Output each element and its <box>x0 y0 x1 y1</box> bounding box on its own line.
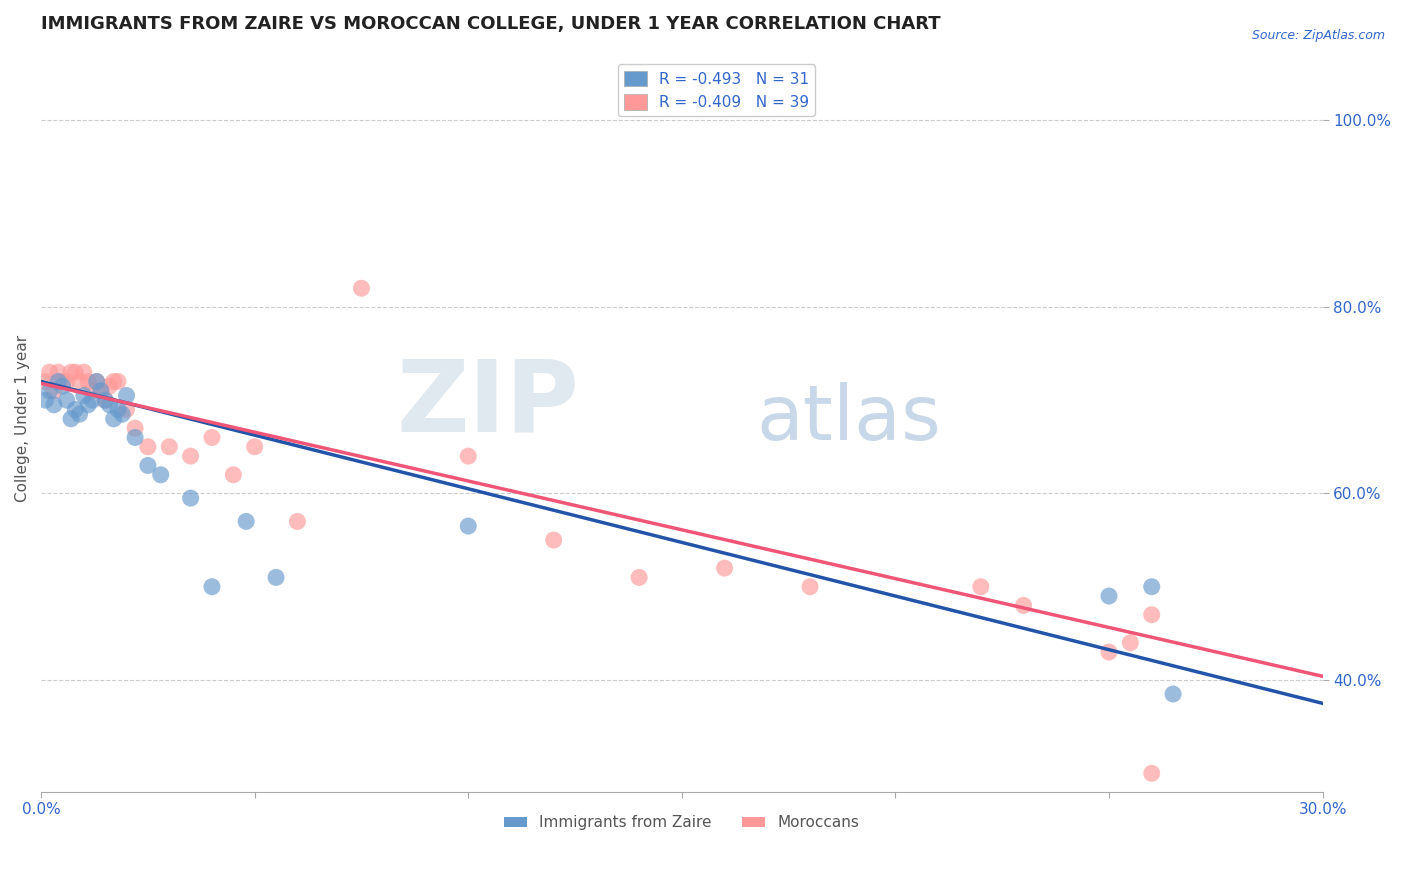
Point <box>713 561 735 575</box>
Point <box>1098 645 1121 659</box>
Point <box>157 440 180 454</box>
Point <box>457 519 479 533</box>
Point <box>1140 580 1163 594</box>
Point <box>136 458 159 473</box>
Point <box>55 393 77 408</box>
Point <box>69 375 91 389</box>
Point <box>222 467 245 482</box>
Point <box>201 580 224 594</box>
Point <box>628 570 651 584</box>
Point <box>98 379 121 393</box>
Point <box>73 388 96 402</box>
Point <box>799 580 821 594</box>
Text: Source: ZipAtlas.com: Source: ZipAtlas.com <box>1251 29 1385 43</box>
Point <box>1098 589 1121 603</box>
Point <box>1161 687 1184 701</box>
Point <box>34 375 56 389</box>
Point <box>51 379 73 393</box>
Point <box>42 384 65 398</box>
Point <box>94 393 117 408</box>
Point <box>1119 636 1142 650</box>
Point <box>103 375 125 389</box>
Point <box>180 491 202 505</box>
Point <box>55 375 77 389</box>
Point <box>82 384 104 398</box>
Point <box>90 384 112 398</box>
Legend: Immigrants from Zaire, Moroccans: Immigrants from Zaire, Moroccans <box>498 809 866 837</box>
Point <box>107 402 129 417</box>
Point <box>124 421 146 435</box>
Point <box>149 467 172 482</box>
Point <box>90 384 112 398</box>
Point <box>264 570 287 584</box>
Point <box>543 533 565 547</box>
Point <box>103 412 125 426</box>
Point <box>1140 607 1163 622</box>
Point <box>69 407 91 421</box>
Point <box>107 375 129 389</box>
Point <box>38 384 60 398</box>
Point <box>77 398 100 412</box>
Point <box>82 393 104 408</box>
Text: ZIP: ZIP <box>396 355 579 452</box>
Point <box>350 281 373 295</box>
Point <box>180 449 202 463</box>
Text: IMMIGRANTS FROM ZAIRE VS MOROCCAN COLLEGE, UNDER 1 YEAR CORRELATION CHART: IMMIGRANTS FROM ZAIRE VS MOROCCAN COLLEG… <box>41 15 941 33</box>
Point <box>201 430 224 444</box>
Y-axis label: College, Under 1 year: College, Under 1 year <box>15 335 30 502</box>
Point <box>38 365 60 379</box>
Point <box>243 440 266 454</box>
Point <box>86 375 108 389</box>
Point <box>94 393 117 408</box>
Point <box>287 515 309 529</box>
Point <box>136 440 159 454</box>
Point <box>60 412 83 426</box>
Point <box>115 388 138 402</box>
Point <box>457 449 479 463</box>
Point <box>51 375 73 389</box>
Point <box>65 365 87 379</box>
Point <box>970 580 993 594</box>
Point <box>1012 599 1035 613</box>
Point <box>98 398 121 412</box>
Point <box>235 515 257 529</box>
Point <box>46 365 69 379</box>
Point <box>60 365 83 379</box>
Point <box>111 407 134 421</box>
Point <box>42 398 65 412</box>
Text: atlas: atlas <box>756 382 941 456</box>
Point <box>46 375 69 389</box>
Point <box>86 375 108 389</box>
Point <box>1140 766 1163 780</box>
Point <box>77 375 100 389</box>
Point <box>65 402 87 417</box>
Point <box>73 365 96 379</box>
Point <box>34 393 56 408</box>
Point <box>124 430 146 444</box>
Point <box>115 402 138 417</box>
